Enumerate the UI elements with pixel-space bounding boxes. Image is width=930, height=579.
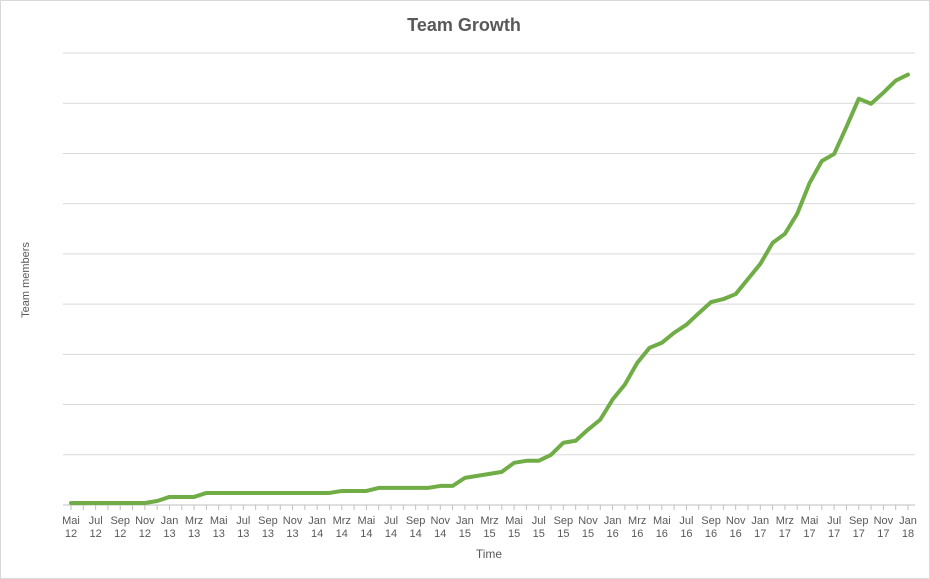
x-tick-label: Mai 15 [505, 515, 523, 540]
x-tick-label: Mrz 14 [333, 515, 351, 540]
x-tick-label: Sep 14 [406, 515, 426, 540]
x-tick-label: Sep 12 [110, 515, 130, 540]
x-tick-label: Jul 14 [384, 515, 398, 540]
x-tick-label: Jul 13 [236, 515, 250, 540]
x-tick-label: Nov 15 [578, 515, 598, 540]
x-tick-label: Mrz 15 [480, 515, 498, 540]
data-line [69, 72, 910, 505]
x-tick-label: Jan 17 [751, 515, 769, 540]
x-tick-label: Mrz 16 [628, 515, 646, 540]
x-tick-label: Mai 16 [653, 515, 671, 540]
x-tick-label: Nov 16 [726, 515, 746, 540]
x-tick-label: Mai 12 [62, 515, 80, 540]
x-tick-label: Jan 15 [456, 515, 474, 540]
x-tick-label: Mai 14 [358, 515, 376, 540]
x-tick-label: Jan 13 [161, 515, 179, 540]
x-tick-label: Sep 16 [701, 515, 721, 540]
x-tick-label: Mrz 17 [776, 515, 794, 540]
x-tick-label: Jan 16 [604, 515, 622, 540]
x-tick-label: Mai 13 [210, 515, 228, 540]
x-tick-label: Sep 15 [554, 515, 574, 540]
x-tick-label: Nov 17 [874, 515, 894, 540]
x-tick-label: Mrz 13 [185, 515, 203, 540]
x-tick-label: Nov 12 [135, 515, 155, 540]
x-tick-label: Nov 13 [283, 515, 303, 540]
chart-title: Team Growth [407, 15, 521, 35]
y-axis-label: Team members [20, 242, 32, 318]
x-tick-label: Sep 13 [258, 515, 278, 540]
x-tick-label: Mai 17 [801, 515, 819, 540]
x-axis-label: Time [476, 547, 503, 561]
x-tick-label: Jul 16 [679, 515, 693, 540]
x-tick-label: Nov 14 [430, 515, 450, 540]
x-tick-label: Jan 14 [308, 515, 326, 540]
x-tick-label: Jul 12 [89, 515, 103, 540]
x-tick-label: Sep 17 [849, 515, 869, 540]
x-tick-label: Jan 18 [899, 515, 917, 540]
x-tick-label: Jul 17 [827, 515, 841, 540]
x-tick-label: Jul 15 [532, 515, 546, 540]
